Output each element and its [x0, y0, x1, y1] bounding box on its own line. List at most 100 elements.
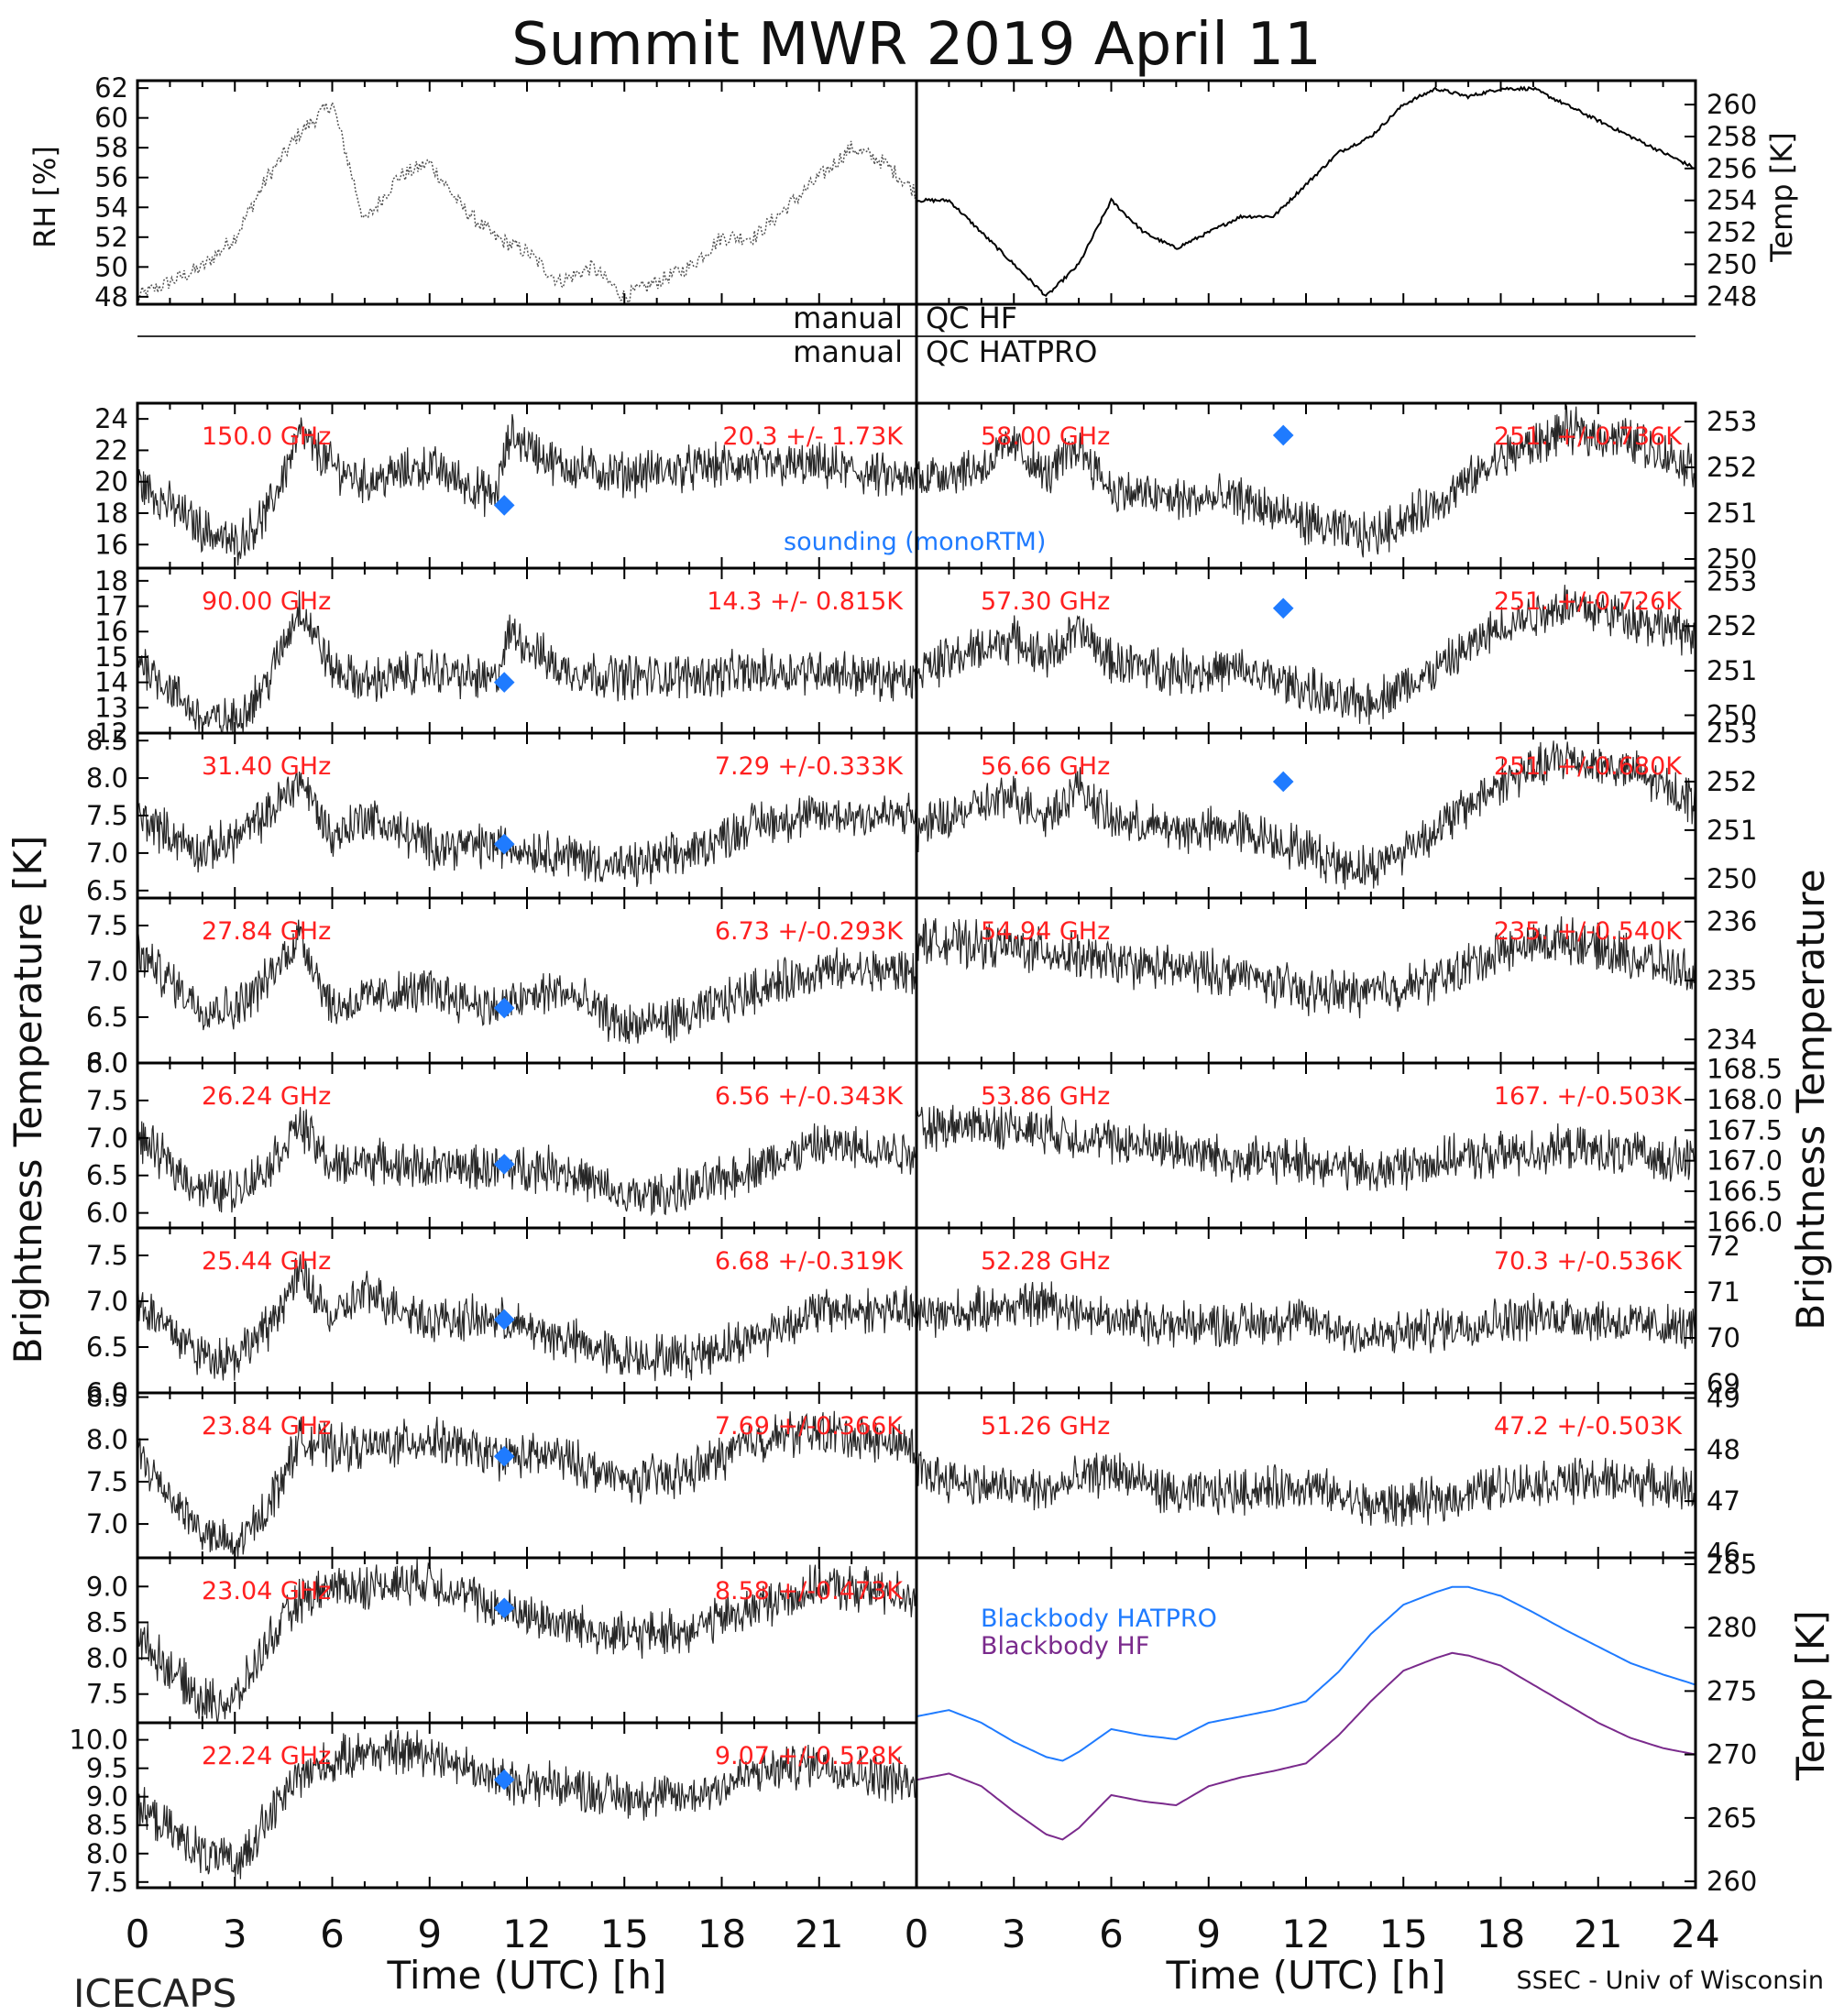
- y-tick-label: 250: [1707, 543, 1757, 575]
- stats-label: 70.3 +/-0.536K: [1494, 1247, 1683, 1276]
- y-tick-label: 9.0: [86, 1781, 128, 1813]
- x-tick-label: 12: [1281, 1912, 1330, 1956]
- panel-frame: [915, 79, 1697, 306]
- y-tick-label: 252: [1707, 766, 1757, 797]
- x-tick-label: 15: [600, 1912, 649, 1956]
- y-tick-label: 14: [94, 667, 128, 698]
- panel-left-3: 31.40 GHz 7.29 +/-0.333K 6.5 7.0 7.5 8.0 8.5: [86, 725, 918, 906]
- left-main-ylabel: Brightness Temperature [K]: [5, 836, 50, 1364]
- y-tick-label: 50: [94, 251, 128, 282]
- sounding-marker: [1272, 771, 1294, 793]
- y-tick-label: 167.0: [1707, 1145, 1783, 1177]
- brightness-temp-trace: [916, 1451, 1696, 1527]
- y-tick-label: 280: [1707, 1612, 1757, 1643]
- y-tick-label: 47: [1707, 1485, 1740, 1517]
- blackbody-series-line: [916, 1651, 1696, 1841]
- y-tick-label: 285: [1707, 1549, 1757, 1580]
- stats-label: 8.58 +/-0.473K: [715, 1577, 904, 1605]
- brightness-temp-trace: [137, 1729, 916, 1879]
- stats-label: 6.73 +/-0.293K: [715, 917, 904, 946]
- frequency-label: 23.84 GHz: [202, 1412, 331, 1441]
- y-tick-label: 13: [94, 692, 128, 723]
- stats-label: 235. +/-0.540K: [1494, 917, 1683, 946]
- y-tick-label: 7.0: [86, 1286, 128, 1317]
- stats-label: 6.68 +/-0.319K: [715, 1247, 904, 1276]
- qc-hf-left: manual: [793, 301, 903, 335]
- x-tick-label: 0: [126, 1912, 150, 1956]
- x-tick-label: 21: [795, 1912, 843, 1956]
- x-tick-label: 18: [1476, 1912, 1525, 1956]
- panel-blackbody: 260 265 270 275 280 285: [915, 1549, 1757, 1897]
- stats-label: 20.3 +/- 1.73K: [722, 422, 904, 451]
- brightness-temp-trace: [137, 1107, 916, 1217]
- y-tick-label: 166.0: [1707, 1206, 1783, 1237]
- x-tick-label: 3: [1002, 1912, 1026, 1956]
- frequency-label: 57.30 GHz: [981, 587, 1110, 616]
- frequency-label: 27.84 GHz: [202, 917, 331, 946]
- y-tick-label: 24: [94, 403, 128, 434]
- sounding-marker: [493, 997, 515, 1019]
- y-tick-label: 7.0: [86, 838, 128, 869]
- y-tick-label: 275: [1707, 1675, 1757, 1706]
- figure-title: Summit MWR 2019 April 11: [511, 11, 1322, 79]
- brightness-temp-trace: [916, 740, 1696, 890]
- surface-temp-trace: [916, 85, 1696, 297]
- y-tick-label: 6.5: [86, 875, 128, 906]
- brightness-temp-trace: [137, 413, 916, 566]
- qc-hf-right: QC HF: [926, 301, 1017, 335]
- y-tick-label: 6.0: [86, 1377, 128, 1408]
- legend-bb-hf: Blackbody HF: [981, 1632, 1149, 1660]
- y-tick-label: 253: [1707, 718, 1757, 749]
- y-tick-label: 167.5: [1707, 1114, 1783, 1145]
- y-tick-label: 250: [1707, 863, 1757, 894]
- y-tick-label: 251: [1707, 815, 1757, 846]
- brightness-temp-trace: [137, 1410, 916, 1559]
- y-tick-label: 71: [1707, 1276, 1740, 1308]
- y-tick-label: 252: [1707, 610, 1757, 641]
- panel-frame: [136, 79, 918, 306]
- y-tick-label: 54: [94, 192, 128, 223]
- y-tick-label: 58: [94, 132, 128, 163]
- y-tick-label: 8.5: [86, 1810, 128, 1841]
- sounding-marker: [493, 1597, 515, 1619]
- y-tick-label: 7.5: [86, 800, 128, 831]
- panel-left-9: 22.24 GHz 9.07 +/-0.528K 7.58.08.59.09.510…: [69, 1721, 918, 1898]
- y-tick-label: 8.5: [86, 1606, 128, 1638]
- stats-label: 251. +/-0.726K: [1494, 587, 1683, 616]
- y-tick-label: 252: [1707, 452, 1757, 483]
- y-tick-label: 251: [1707, 498, 1757, 529]
- y-tick-label: 52: [94, 222, 128, 253]
- sounding-marker: [493, 495, 515, 516]
- sounding-marker: [493, 1154, 515, 1175]
- y-tick-label: 7.5: [86, 1085, 128, 1116]
- y-tick-label: 49: [1707, 1383, 1740, 1414]
- y-tick-label: 7.5: [86, 1867, 128, 1898]
- legend-bb-hatpro: Blackbody HATPRO: [981, 1605, 1217, 1633]
- y-tick-label: 235: [1707, 965, 1757, 996]
- frequency-label: 51.26 GHz: [981, 1412, 1110, 1441]
- y-tick-label: 166.5: [1707, 1176, 1783, 1207]
- brightness-temp-trace: [916, 1104, 1696, 1191]
- top-right-ylabel: Temp [K]: [1764, 132, 1799, 262]
- panel-left-7: 23.84 GHz 7.69 +/-0.366K 7.0 7.5 8.0 8.5: [86, 1382, 918, 1560]
- y-tick-label: 168.0: [1707, 1084, 1783, 1115]
- stats-label: 9.07 +/-0.528K: [715, 1742, 904, 1770]
- x-tick-label: 9: [417, 1912, 442, 1956]
- y-tick-label: 8.0: [86, 762, 128, 794]
- stats-label: 167. +/-0.503K: [1494, 1082, 1683, 1111]
- y-tick-label: 252: [1707, 217, 1757, 248]
- sounding-marker: [493, 1445, 515, 1467]
- y-tick-label: 7.0: [86, 1508, 128, 1539]
- stats-label: 47.2 +/-0.503K: [1494, 1412, 1683, 1441]
- y-tick-label: 17: [94, 591, 128, 622]
- y-tick-label: 72: [1707, 1231, 1740, 1262]
- panel-right-1: 58.00 GHz 251. +/-0.736K 250 251 252 253: [915, 401, 1757, 575]
- panel-left-8: 23.04 GHz 8.58 +/-0.473K 7.5 8.0 8.5 9.0: [86, 1556, 918, 1725]
- y-tick-label: 7.0: [86, 1123, 128, 1154]
- rh-trace: [137, 100, 917, 305]
- x-tick-label: 0: [905, 1912, 929, 1956]
- y-tick-label: 236: [1707, 906, 1757, 937]
- x-tick-label: 15: [1379, 1912, 1428, 1956]
- y-tick-label: 70: [1707, 1322, 1740, 1353]
- frequency-label: 31.40 GHz: [202, 752, 331, 781]
